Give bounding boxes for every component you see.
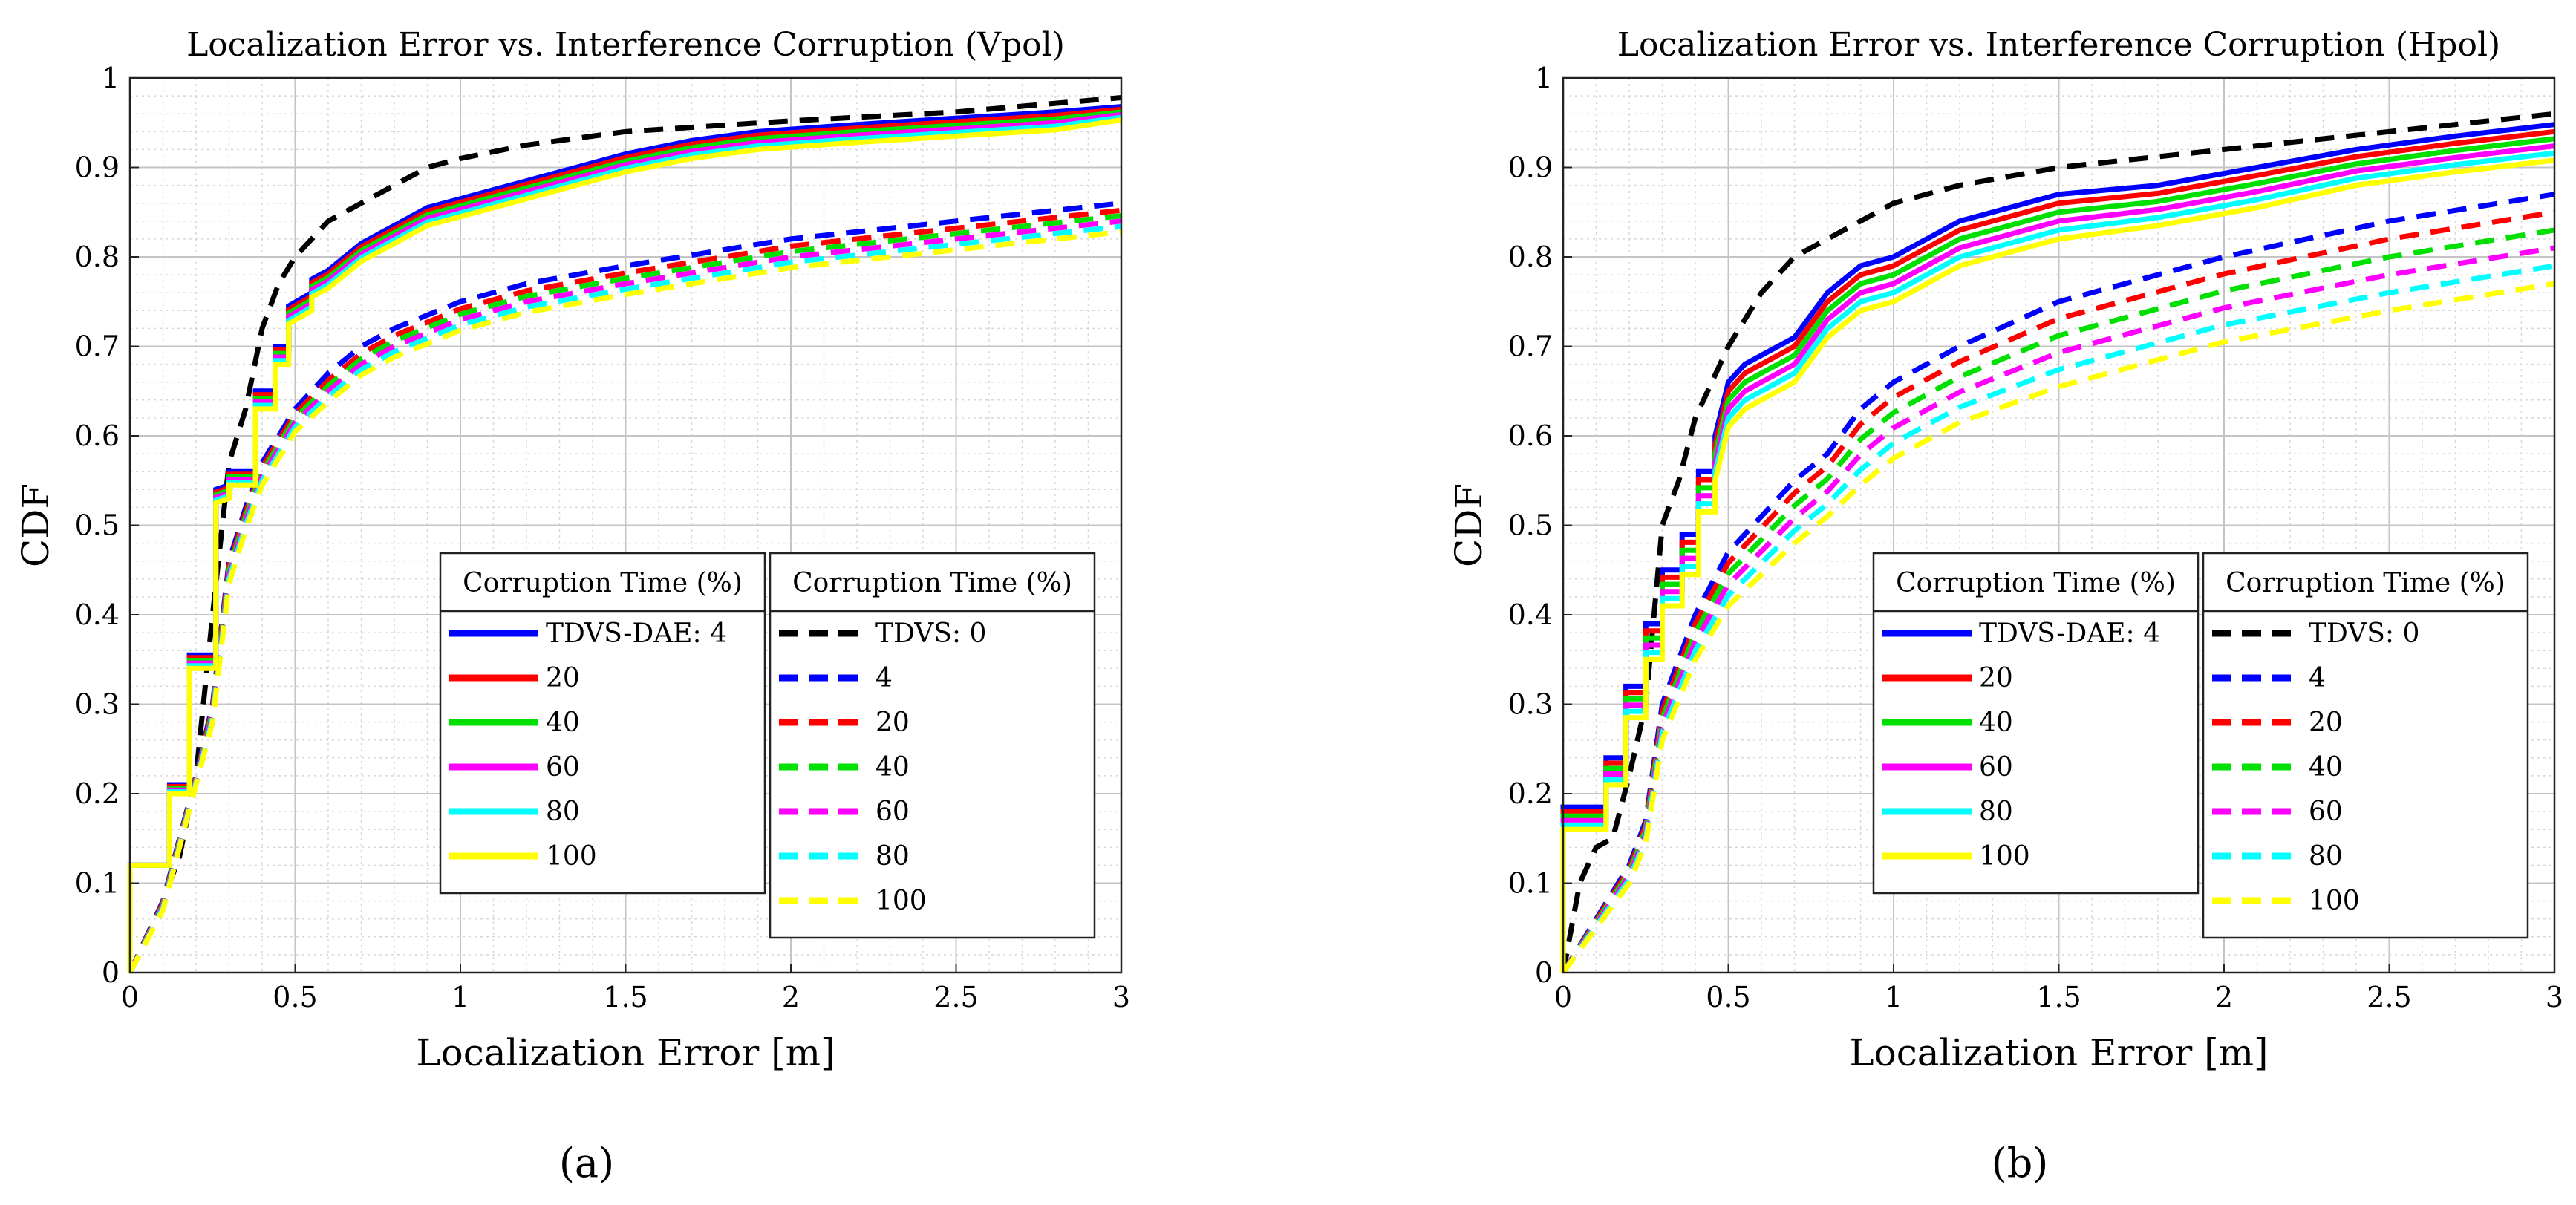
- x-tick-label: 1.5: [603, 981, 648, 1013]
- y-tick-label: 0.3: [75, 688, 120, 721]
- y-tick-label: 0.1: [1508, 867, 1553, 900]
- y-tick-label: 0.2: [75, 777, 120, 810]
- y-tick-label: 0.1: [75, 867, 120, 900]
- legend-title: Corruption Time (%): [463, 568, 743, 598]
- legend-entry-label: 20: [1979, 663, 2013, 693]
- x-tick-label: 2: [2215, 981, 2233, 1013]
- y-tick-label: 0.8: [75, 241, 120, 273]
- legend-entry-label: TDVS-DAE: 4: [1979, 618, 2160, 649]
- legend-entry-label: 60: [546, 752, 580, 783]
- chart-title: Localization Error vs. Interference Corr…: [186, 26, 1065, 64]
- legend-entry-label: 80: [2309, 841, 2343, 872]
- legend-entry-label: 80: [546, 797, 580, 827]
- y-tick-label: 1: [1535, 62, 1553, 94]
- legend-entry-label: TDVS: 0: [875, 618, 986, 649]
- x-tick-label: 1: [1885, 981, 1902, 1013]
- series-line-solid-100: [127, 117, 1122, 973]
- y-tick-label: 0.9: [1508, 151, 1553, 184]
- legend-entry-label: 80: [1979, 797, 2013, 827]
- x-tick-label: 0.5: [1706, 981, 1750, 1013]
- x-tick-label: 2.5: [933, 981, 978, 1013]
- chart-panel-b: 0 0.5 1 1.5 2 2.5 3 0 0.1 0.2 0.3 0.4 0.5 0.6 0.7 0.8 0.…: [1447, 26, 2563, 1186]
- legend-tdvs-dae: Corruption Time (%) TDVS-DAE: 4 20 40 60 80 10…: [1872, 552, 2200, 895]
- x-tick-label: 1: [451, 981, 469, 1013]
- chart-title: Localization Error vs. Interference Corr…: [1617, 26, 2500, 64]
- y-tick-label: 0: [102, 956, 120, 989]
- legend-entry-label: 40: [1979, 708, 2013, 738]
- y-tick-label: 0.7: [75, 330, 120, 363]
- legend-entry-label: 60: [1979, 752, 2013, 783]
- legend-entry-label: 40: [875, 752, 910, 783]
- y-tick-label: 0: [1535, 956, 1553, 989]
- legend-entry-label: TDVS-DAE: 4: [546, 618, 727, 649]
- y-tick-label: 0.4: [1508, 598, 1553, 631]
- x-axis-label: Localization Error [m]: [1849, 1031, 2268, 1074]
- legend-box: [2202, 552, 2529, 939]
- chart-panel-a: 0 0.5 1 1.5 2 2.5 3 0 0.1 0.2 0.3 0.4 0.5 0.6 0.7 0.8 0.…: [14, 26, 1130, 1186]
- x-tick-label: 0: [121, 981, 139, 1013]
- legend-entry-label: 100: [2309, 886, 2360, 916]
- y-axis-label: CDF: [1447, 483, 1490, 567]
- legend-entry-label: 40: [2309, 752, 2343, 783]
- legend-tdvs-dae: Corruption Time (%) TDVS-DAE: 4 20 40 60 80 10…: [439, 552, 766, 895]
- y-tick-label: 0.7: [1508, 330, 1553, 363]
- legend-tdvs: Corruption Time (%) TDVS: 0 4 20 40 60 80 100: [2202, 552, 2529, 939]
- y-tick-label: 0.9: [75, 151, 120, 184]
- legend-entry-label: 20: [875, 708, 910, 738]
- y-tick-label: 0.4: [75, 598, 120, 631]
- legend-title: Corruption Time (%): [2226, 568, 2505, 598]
- y-tick-label: 0.6: [75, 419, 120, 452]
- legend-title: Corruption Time (%): [792, 568, 1072, 598]
- panel-label: (b): [1992, 1140, 2049, 1186]
- legend-entry-label: TDVS: 0: [2309, 618, 2419, 649]
- legend-entry-label: 60: [2309, 797, 2343, 827]
- x-tick-label: 2: [782, 981, 800, 1013]
- legend-entry-label: 100: [546, 841, 597, 872]
- legend-entry-label: 80: [875, 841, 910, 872]
- legend-entry-label: 4: [875, 663, 893, 693]
- x-tick-label: 3: [1112, 981, 1130, 1013]
- legend-entry-label: 20: [546, 663, 580, 693]
- series-line-dashed-60: [127, 218, 1122, 974]
- series-line-dashed-40: [1561, 227, 2555, 974]
- legend-entry-label: 100: [1979, 841, 2030, 872]
- legend-tdvs: Corruption Time (%) TDVS: 0 4 20 40 60 80 100: [769, 552, 1096, 939]
- legend-entry-label: 100: [875, 886, 927, 916]
- legend-box: [769, 552, 1096, 939]
- legend-entry-label: 4: [2309, 663, 2326, 693]
- x-tick-label: 3: [2546, 981, 2563, 1013]
- x-tick-label: 0: [1554, 981, 1572, 1013]
- legend-entry-label: 40: [546, 708, 580, 738]
- x-tick-label: 0.5: [273, 981, 317, 1013]
- series-line-solid-100: [1560, 157, 2555, 973]
- y-axis-label: CDF: [14, 483, 57, 567]
- panel-label: (a): [559, 1140, 614, 1186]
- series-group: [1560, 111, 2555, 975]
- y-tick-label: 0.6: [1508, 419, 1553, 452]
- y-tick-label: 0.8: [1508, 241, 1553, 273]
- x-tick-label: 1.5: [2036, 981, 2081, 1013]
- series-line-dashed-100: [1561, 281, 2555, 975]
- legend-box: [439, 552, 766, 895]
- y-tick-label: 1: [102, 62, 120, 94]
- y-tick-label: 0.2: [1508, 777, 1553, 810]
- y-tick-label: 0.3: [1508, 688, 1553, 721]
- legend-entry-label: 60: [875, 797, 910, 827]
- x-axis-label: Localization Error [m]: [416, 1031, 835, 1074]
- series-line-dashed-tdvs-0: [1560, 111, 2555, 973]
- series-line-dashed-80: [1561, 263, 2555, 975]
- series-group: [127, 95, 1122, 974]
- y-tick-label: 0.5: [75, 509, 120, 542]
- y-tick-label: 0.5: [1508, 509, 1553, 542]
- legend-title: Corruption Time (%): [1896, 568, 2176, 598]
- x-tick-label: 2.5: [2367, 981, 2411, 1013]
- series-line-dashed-20: [1561, 209, 2555, 974]
- legend-entry-label: 20: [2309, 708, 2343, 738]
